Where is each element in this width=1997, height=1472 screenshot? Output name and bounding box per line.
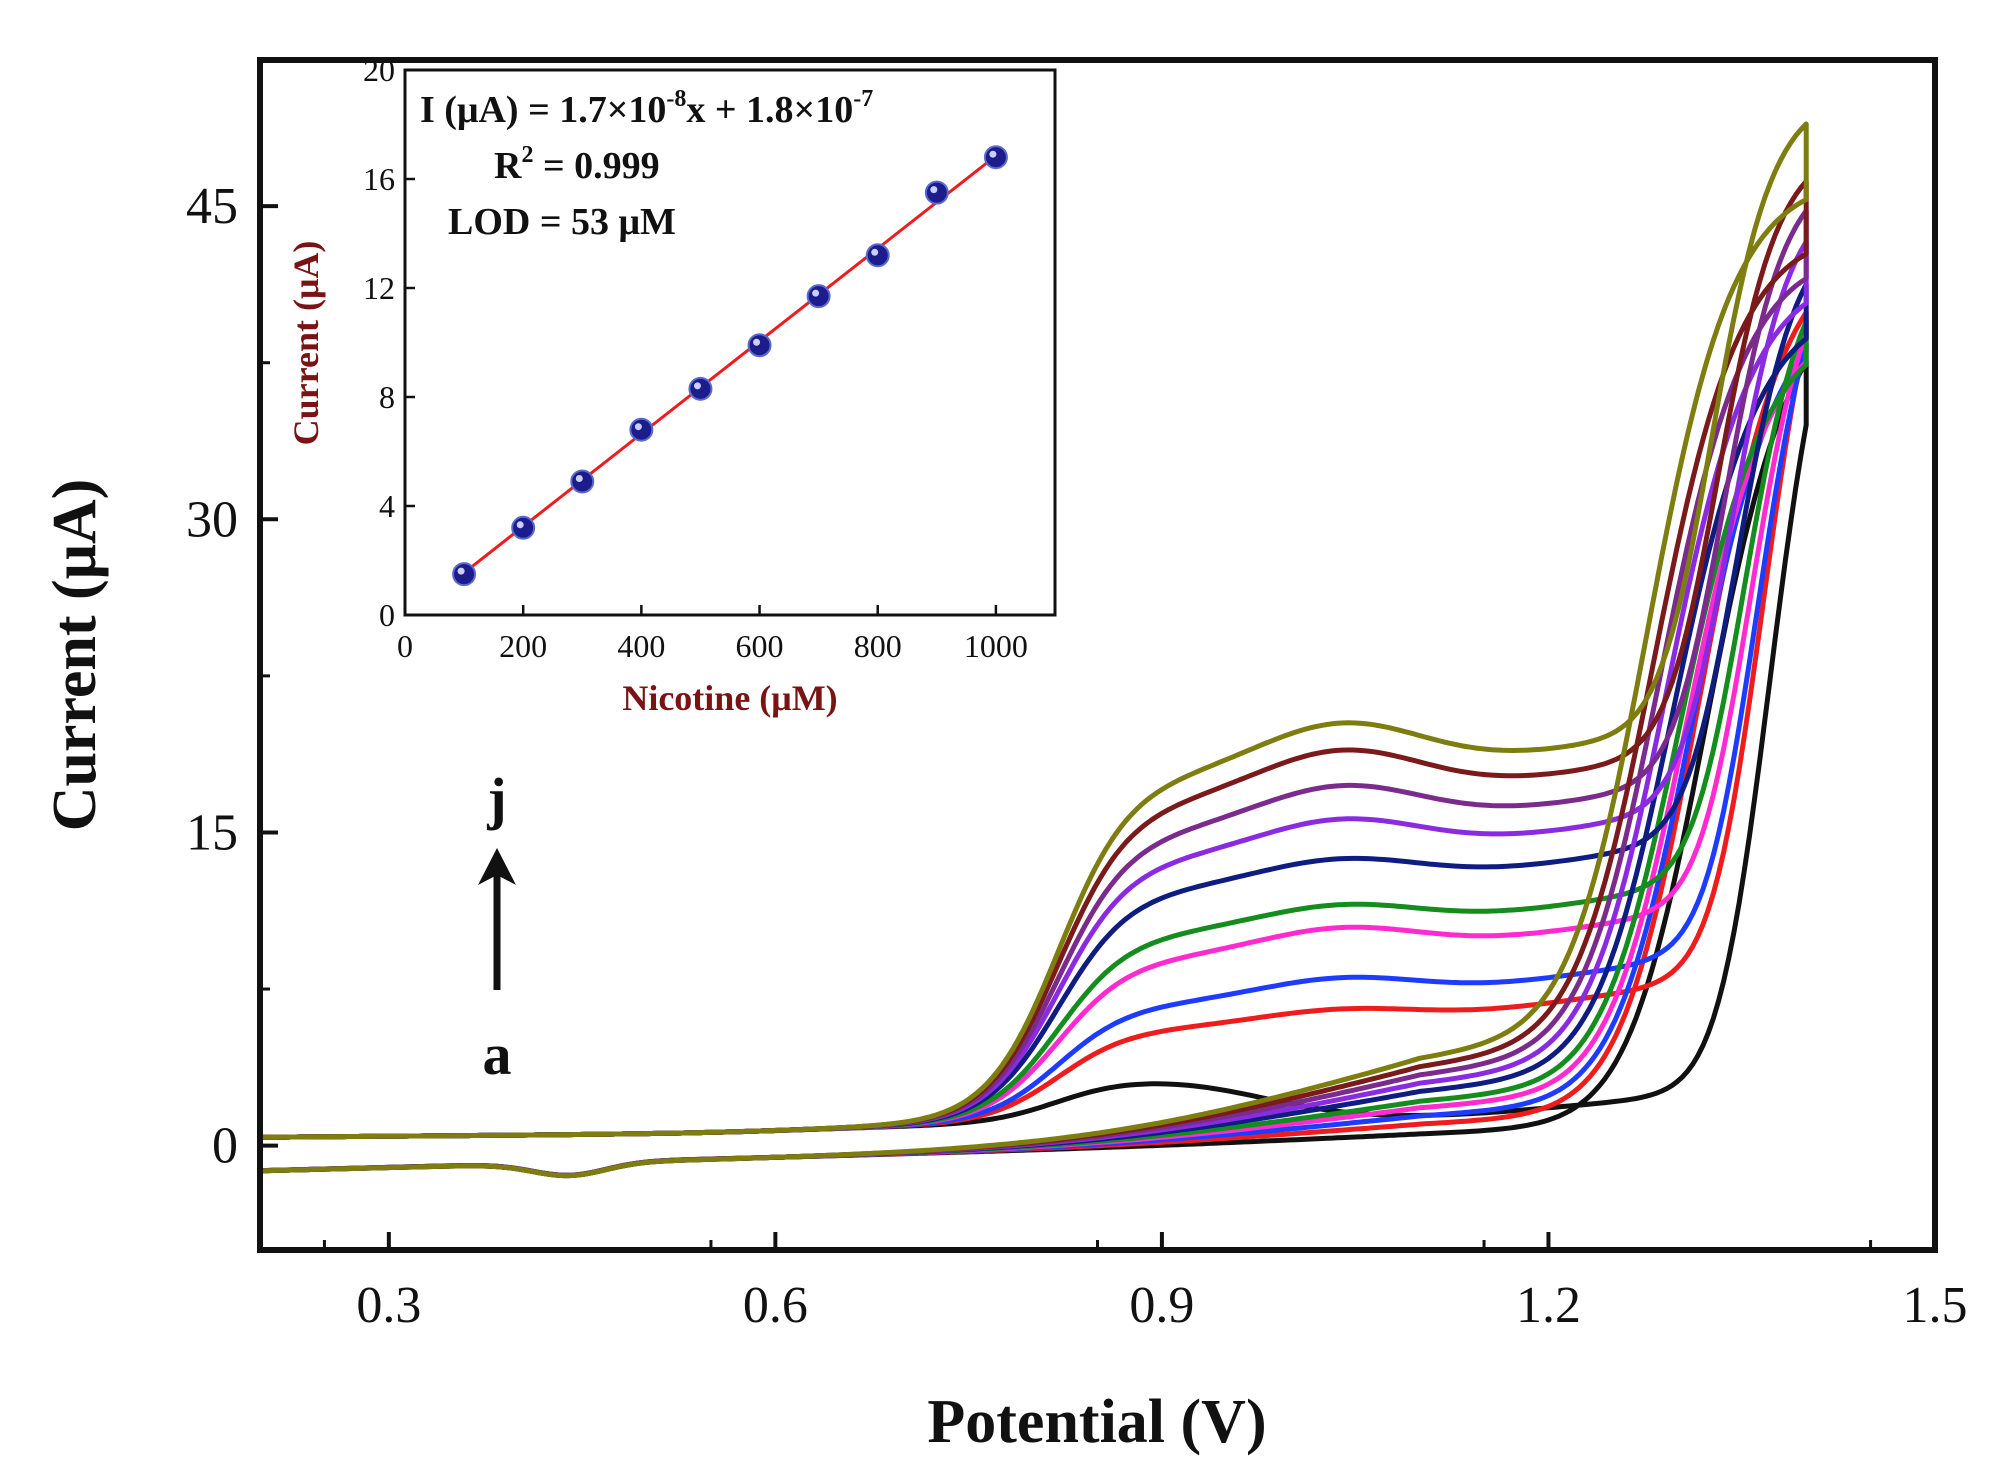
- inset-y-ticks: 0 4 8 12 16 20: [363, 52, 415, 633]
- main-x-tick-label: 0.6: [743, 1277, 808, 1334]
- data-point: [924, 180, 949, 205]
- data-point-highlight: [753, 338, 761, 346]
- data-point-highlight: [457, 567, 465, 575]
- data-point: [452, 562, 477, 587]
- main-x-ticks: 0.3 0.6 0.9 1.2 1.5: [322, 1232, 1968, 1334]
- data-point-highlight: [812, 289, 820, 297]
- main-x-tick-label: 0.3: [356, 1277, 421, 1334]
- inset-y-tick-label: 4: [379, 488, 395, 524]
- inset-y-axis-title: Current (μA): [286, 241, 326, 446]
- lod-value: LOD = 53 μM: [448, 201, 676, 243]
- inset-x-tick-label: 1000: [964, 628, 1028, 664]
- main-y-tick-label: 15: [186, 804, 238, 861]
- inset-y-tick-label: 8: [379, 379, 395, 415]
- regression-equation: I (μA) = 1.7×10-8x + 1.8×10-7: [420, 86, 873, 131]
- data-point: [747, 333, 772, 358]
- data-point: [806, 284, 831, 309]
- equation-exponent-1: -8: [666, 86, 686, 112]
- r-squared-value: R2 = 0.999: [494, 142, 660, 187]
- data-point: [865, 243, 890, 268]
- inset-x-tick-label: 0: [397, 628, 413, 664]
- equation-exponent-2: -7: [853, 86, 873, 112]
- data-point: [629, 417, 654, 442]
- inset-x-axis-title: Nicotine (μM): [622, 678, 837, 718]
- data-point-highlight: [871, 248, 879, 256]
- r-squared-exponent: 2: [521, 142, 533, 168]
- data-point-highlight: [930, 186, 938, 194]
- series-label-last: j: [486, 766, 506, 831]
- main-y-tick-label: 30: [186, 491, 238, 548]
- inset-x-tick-label: 600: [736, 628, 784, 664]
- inset-x-tick-label: 200: [499, 628, 547, 664]
- main-x-axis-title: Potential (V): [927, 1388, 1266, 1456]
- main-y-tick-label: 0: [212, 1118, 238, 1175]
- trend-arrow-head: [478, 848, 516, 885]
- inset-x-tick-label: 800: [854, 628, 902, 664]
- data-point: [511, 515, 536, 540]
- data-point-highlight: [634, 423, 642, 431]
- inset-y-tick-label: 16: [363, 161, 395, 197]
- inset-y-tick-label: 0: [379, 597, 395, 633]
- main-y-tick-label: 45: [186, 178, 238, 235]
- data-point-highlight: [693, 382, 701, 390]
- inset-chart: 0 200 400 600 800 1000 0 4 8 12 16 20 Nicotine (μM…: [286, 52, 1057, 718]
- equation-middle: x + 1.8×10: [686, 89, 853, 131]
- inset-y-tick-label: 12: [363, 270, 395, 306]
- data-point-highlight: [989, 150, 997, 158]
- main-y-ticks: 0 15 30 45: [186, 178, 278, 1175]
- series-label-first: a: [483, 1022, 512, 1087]
- main-x-tick-label: 1.5: [1903, 1277, 1968, 1334]
- data-point: [688, 376, 713, 401]
- inset-fit-line: [463, 154, 997, 574]
- r-squared-rest: = 0.999: [533, 145, 659, 187]
- inset-x-ticks: 0 200 400 600 800 1000: [397, 605, 1028, 664]
- main-chart: 0.3 0.6 0.9 1.2 1.5 0 15 30 45 Potential (V) Cu…: [41, 57, 1968, 1456]
- data-point-highlight: [575, 474, 583, 482]
- data-point: [570, 469, 595, 494]
- inset-data-points: [452, 145, 1008, 587]
- data-point: [983, 145, 1008, 170]
- equation-main: I (μA) = 1.7×10: [420, 89, 666, 131]
- inset-x-tick-label: 400: [617, 628, 665, 664]
- data-point-highlight: [516, 521, 524, 529]
- main-x-tick-label: 1.2: [1516, 1277, 1581, 1334]
- main-x-tick-label: 0.9: [1129, 1277, 1194, 1334]
- main-y-axis-title: Current (μA): [41, 479, 109, 832]
- inset-y-tick-label: 20: [363, 52, 395, 88]
- r-squared-symbol: R: [494, 145, 522, 187]
- fit-line: [463, 154, 997, 574]
- cv-curve-j: [259, 121, 1809, 1179]
- cv-curves: [259, 121, 1809, 1179]
